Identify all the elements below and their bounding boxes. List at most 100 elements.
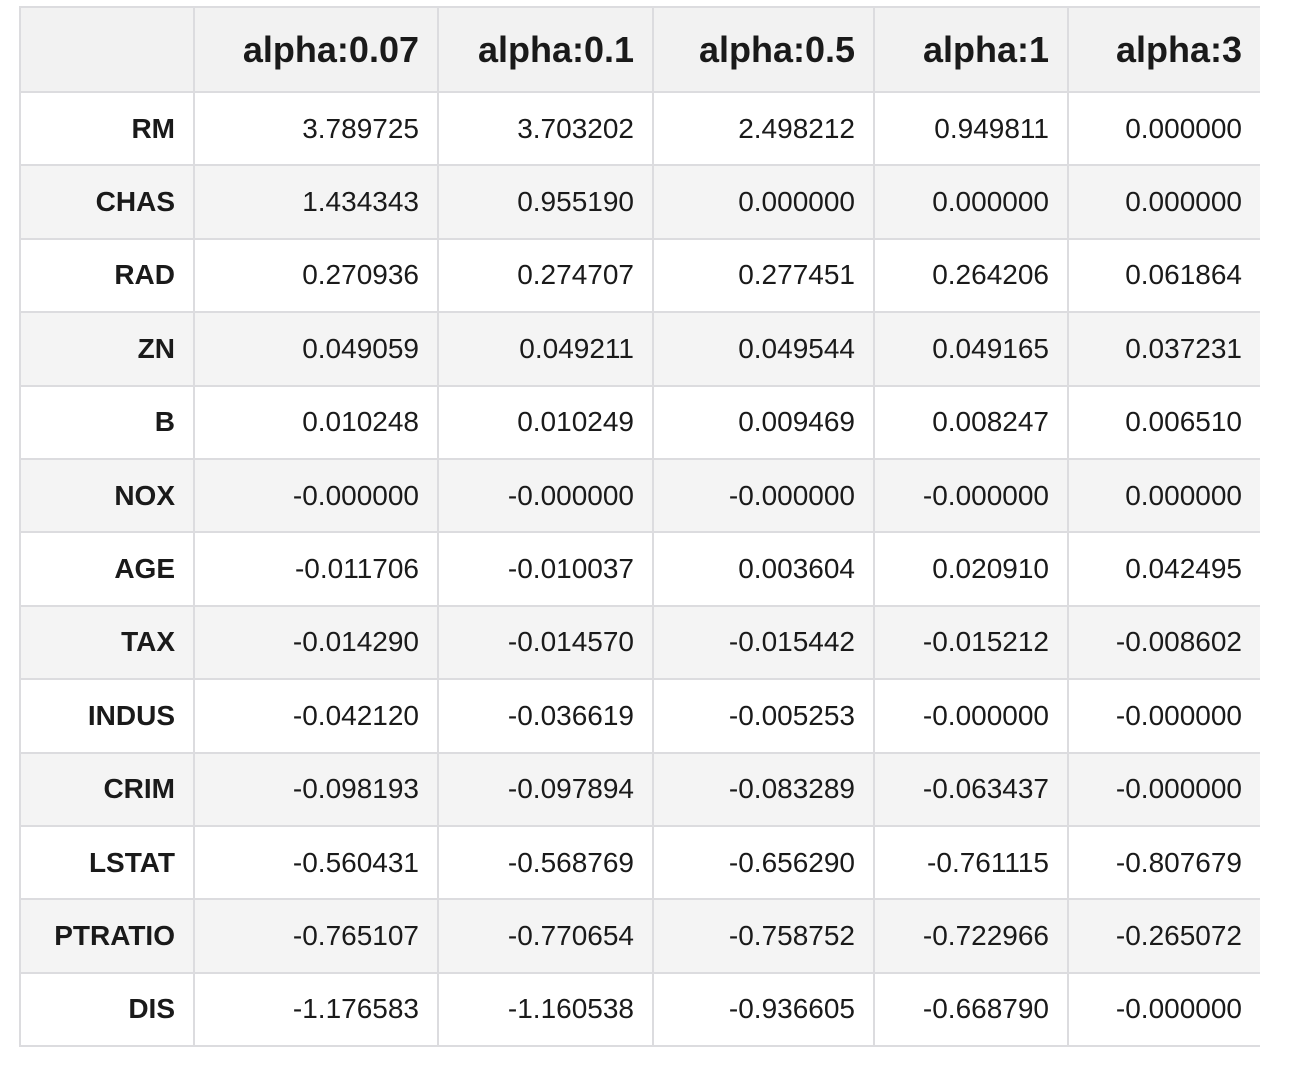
table-cell: -0.000000	[873, 678, 1069, 754]
table-cell: -0.770654	[437, 898, 654, 974]
table-cell: -0.000000	[1067, 678, 1260, 754]
row-label: RAD	[19, 237, 195, 314]
table-row: ZN 0.049059 0.049211 0.049544 0.049165 0.0372…	[19, 311, 1260, 387]
table-cell: 0.049059	[193, 311, 439, 387]
table-cell: 0.277451	[652, 237, 875, 314]
table-cell: 0.000000	[652, 164, 875, 240]
table-cell: -1.176583	[193, 971, 439, 1048]
table-cell: 0.009469	[652, 384, 875, 460]
table-cell: -0.761115	[873, 824, 1069, 901]
table-cell: 0.049544	[652, 311, 875, 387]
table-cell: -1.160538	[437, 971, 654, 1048]
table-cell: 0.010249	[437, 384, 654, 460]
table-cell: 0.000000	[1067, 457, 1260, 534]
table-cell: -0.098193	[193, 751, 439, 827]
table-cell: -0.014290	[193, 604, 439, 681]
table-cell: -0.765107	[193, 898, 439, 974]
table-cell: 0.008247	[873, 384, 1069, 460]
table-cell: -0.063437	[873, 751, 1069, 827]
table-cell: -0.668790	[873, 971, 1069, 1048]
header-row: alpha:0.07 alpha:0.1 alpha:0.5 alpha:1 alpha…	[19, 6, 1260, 93]
table-cell: -0.722966	[873, 898, 1069, 974]
row-label: TAX	[19, 604, 195, 681]
table-cell: -0.010037	[437, 531, 654, 607]
table-cell: -0.014570	[437, 604, 654, 681]
coefficients-table: alpha:0.07 alpha:0.1 alpha:0.5 alpha:1 alpha…	[19, 6, 1260, 1048]
table-cell: 0.037231	[1067, 311, 1260, 387]
table-cell: -0.000000	[873, 457, 1069, 534]
table-cell: 0.049211	[437, 311, 654, 387]
row-label: INDUS	[19, 678, 195, 754]
table-cell: -0.936605	[652, 971, 875, 1048]
table-row: NOX -0.000000 -0.000000 -0.000000 -0.000000 0…	[19, 457, 1260, 534]
table-cell: 0.049165	[873, 311, 1069, 387]
table-cell: 0.003604	[652, 531, 875, 607]
table-cell: 0.955190	[437, 164, 654, 240]
table-cell: -0.568769	[437, 824, 654, 901]
table-cell: -0.042120	[193, 678, 439, 754]
row-label: ZN	[19, 311, 195, 387]
table-cell: 0.000000	[1067, 164, 1260, 240]
column-header: alpha:3	[1067, 6, 1260, 93]
table-cell: 3.703202	[437, 90, 654, 167]
table-cell: -0.000000	[437, 457, 654, 534]
table-cell: 0.000000	[873, 164, 1069, 240]
column-header: alpha:0.1	[437, 6, 654, 93]
column-header: alpha:0.07	[193, 6, 439, 93]
table-cell: -0.000000	[1067, 751, 1260, 827]
table-row: LSTAT -0.560431 -0.568769 -0.656290 -0.76111…	[19, 824, 1260, 901]
row-label: B	[19, 384, 195, 460]
table-cell: 0.274707	[437, 237, 654, 314]
index-header	[19, 6, 195, 93]
table-cell: 0.000000	[1067, 90, 1260, 167]
table-cell: -0.000000	[193, 457, 439, 534]
table-cell: -0.036619	[437, 678, 654, 754]
table-cell: -0.000000	[1067, 971, 1260, 1048]
table-row: RM 3.789725 3.703202 2.498212 0.949811 0.0000…	[19, 90, 1260, 167]
table-cell: -0.011706	[193, 531, 439, 607]
table-cell: -0.005253	[652, 678, 875, 754]
table-cell: 0.264206	[873, 237, 1069, 314]
table-row: AGE -0.011706 -0.010037 0.003604 0.020910 0.0…	[19, 531, 1260, 607]
table-cell: -0.008602	[1067, 604, 1260, 681]
table-cell: -0.083289	[652, 751, 875, 827]
table-row: RAD 0.270936 0.274707 0.277451 0.264206 0.061…	[19, 237, 1260, 314]
table-cell: -0.015442	[652, 604, 875, 681]
table-cell: 0.042495	[1067, 531, 1260, 607]
table-cell: -0.265072	[1067, 898, 1260, 974]
table-row: DIS -1.176583 -1.160538 -0.936605 -0.668790-…	[19, 971, 1260, 1048]
table-row: B 0.010248 0.010249 0.009469 0.008247 0.00651…	[19, 384, 1260, 460]
column-header: alpha:0.5	[652, 6, 875, 93]
table-cell: 0.020910	[873, 531, 1069, 607]
table-cell: -0.656290	[652, 824, 875, 901]
table-cell: -0.015212	[873, 604, 1069, 681]
row-label: PTRATIO	[19, 898, 195, 974]
table-cell: 0.006510	[1067, 384, 1260, 460]
table-row: CHAS 1.434343 0.955190 0.000000 0.000000 0.00…	[19, 164, 1260, 240]
table-row: PTRATIO -0.765107 -0.770654 -0.758752 -0.722…	[19, 898, 1260, 974]
table-cell: 1.434343	[193, 164, 439, 240]
column-header: alpha:1	[873, 6, 1069, 93]
table-row: INDUS -0.042120 -0.036619 -0.005253 -0.00000…	[19, 678, 1260, 754]
table-cell: -0.000000	[652, 457, 875, 534]
row-label: LSTAT	[19, 824, 195, 901]
row-label: CHAS	[19, 164, 195, 240]
table-body: RM 3.789725 3.703202 2.498212 0.949811 0.0000…	[19, 90, 1260, 1048]
table-cell: 0.949811	[873, 90, 1069, 167]
table-cell: 0.010248	[193, 384, 439, 460]
table-cell: 3.789725	[193, 90, 439, 167]
table-cell: 2.498212	[652, 90, 875, 167]
row-label: RM	[19, 90, 195, 167]
table-row: CRIM -0.098193 -0.097894 -0.083289 -0.063437…	[19, 751, 1260, 827]
row-label: DIS	[19, 971, 195, 1048]
row-label: NOX	[19, 457, 195, 534]
table-cell: -0.758752	[652, 898, 875, 974]
table-cell: 0.061864	[1067, 237, 1260, 314]
row-label: CRIM	[19, 751, 195, 827]
table-cell: -0.807679	[1067, 824, 1260, 901]
table-cell: 0.270936	[193, 237, 439, 314]
table-cell: -0.560431	[193, 824, 439, 901]
table-cell: -0.097894	[437, 751, 654, 827]
row-label: AGE	[19, 531, 195, 607]
table-row: TAX -0.014290 -0.014570 -0.015442 -0.015212-…	[19, 604, 1260, 681]
